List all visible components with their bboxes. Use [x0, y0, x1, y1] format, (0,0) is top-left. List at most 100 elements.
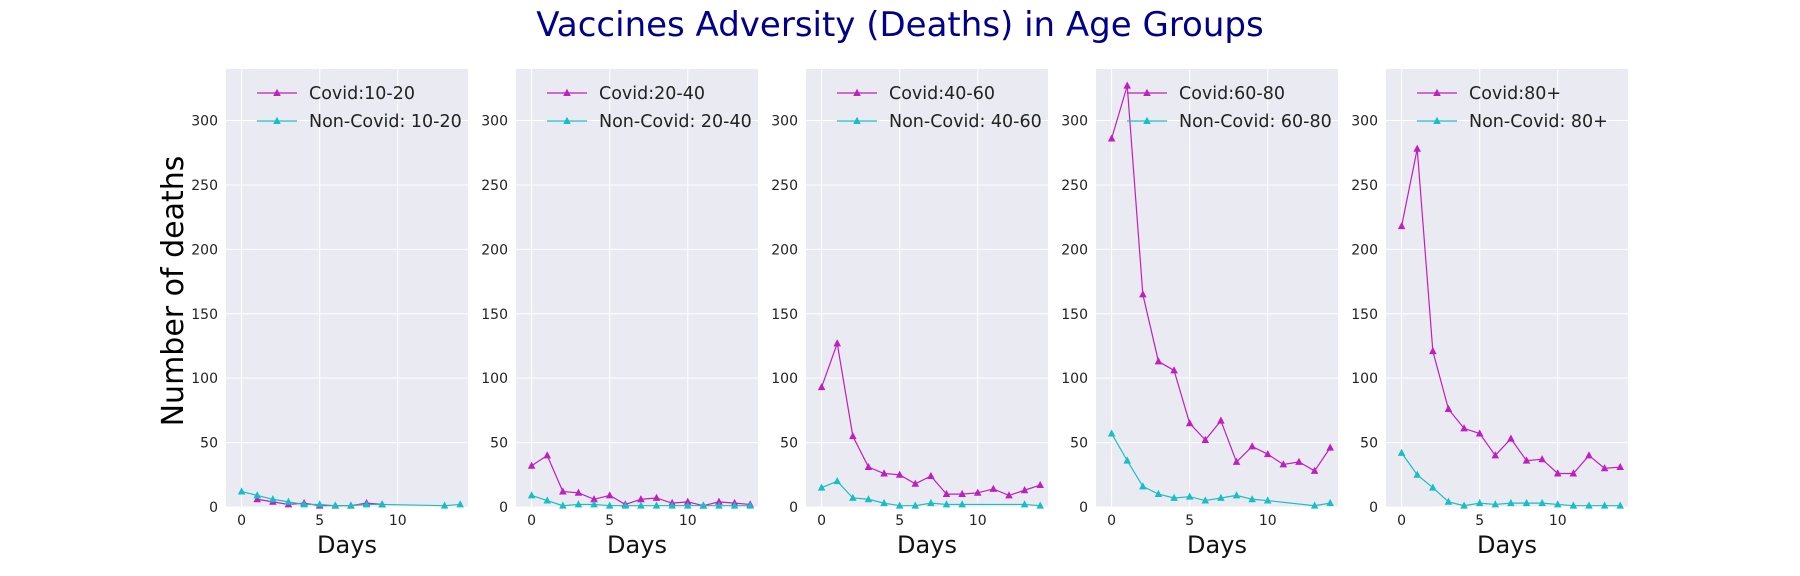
data-point	[942, 500, 951, 508]
data-point	[1217, 493, 1225, 501]
x-tick-label: 10	[679, 513, 697, 529]
data-point	[1553, 500, 1562, 508]
x-tick-label: 0	[817, 513, 826, 529]
data-point	[1310, 501, 1319, 509]
y-tick-label: 0	[1369, 500, 1378, 516]
data-point	[1569, 469, 1578, 477]
data-point	[668, 501, 676, 509]
data-point	[849, 431, 857, 440]
data-point	[1616, 462, 1624, 471]
data-point	[1248, 442, 1256, 450]
x-tick-label: 5	[1185, 513, 1194, 529]
y-tick-label: 50	[1360, 436, 1378, 452]
data-point	[605, 501, 614, 509]
y-tick-label: 100	[1061, 371, 1088, 387]
legend-label: Covid:80+	[1469, 84, 1561, 104]
subplot: 0 50 100 150 200 250 300 0 5 10 Days Covid:40-60 Non…	[771, 69, 1048, 559]
data-point	[1232, 491, 1241, 499]
data-point	[880, 498, 888, 507]
x-axis-label: Days	[317, 531, 377, 559]
data-point	[1170, 493, 1178, 501]
y-tick-label: 50	[780, 436, 798, 452]
y-tick-label: 250	[771, 178, 798, 194]
y-tick-label: 250	[1351, 178, 1378, 194]
data-point	[1600, 501, 1609, 509]
x-tick-label: 5	[315, 513, 324, 529]
data-point	[895, 470, 904, 478]
legend-marker	[273, 88, 281, 96]
data-point	[237, 487, 246, 495]
series-line	[241, 490, 461, 507]
data-point	[253, 491, 262, 499]
data-point	[911, 479, 920, 487]
y-tick-label: 250	[191, 178, 218, 194]
data-point	[527, 491, 536, 499]
data-point	[1154, 357, 1163, 365]
data-point	[1397, 448, 1406, 456]
data-point	[1123, 81, 1132, 89]
data-point	[1201, 435, 1210, 443]
legend-marker	[1433, 116, 1441, 124]
data-point	[895, 501, 904, 509]
data-point	[637, 495, 645, 503]
data-point	[1139, 290, 1147, 298]
data-point	[1201, 496, 1210, 504]
data-point	[833, 477, 842, 485]
y-tick-label: 0	[499, 500, 508, 516]
y-tick-label: 0	[209, 500, 218, 516]
legend-marker	[853, 88, 861, 96]
legend-marker	[1143, 88, 1151, 96]
data-point	[347, 501, 355, 509]
data-point	[1569, 501, 1578, 509]
data-point	[1326, 498, 1334, 507]
data-point	[683, 497, 692, 505]
y-tick-label: 200	[481, 242, 508, 258]
data-point	[590, 500, 598, 508]
data-point	[1139, 482, 1147, 490]
y-tick-label: 150	[1351, 307, 1378, 323]
y-tick-label: 0	[789, 500, 798, 516]
legend-label: Non-Covid: 10-20	[309, 112, 462, 132]
data-point	[378, 500, 386, 508]
y-tick-label: 250	[481, 178, 508, 194]
data-point	[1036, 480, 1044, 489]
x-tick-label: 0	[1107, 513, 1116, 529]
data-point	[927, 498, 935, 507]
data-point	[1413, 144, 1422, 152]
data-point	[652, 493, 661, 501]
data-point	[574, 500, 583, 508]
data-point	[1413, 470, 1422, 478]
data-point	[942, 489, 951, 498]
x-tick-label: 10	[1259, 513, 1277, 529]
data-point	[1107, 429, 1116, 437]
data-point	[1475, 429, 1484, 437]
data-point	[1522, 456, 1531, 464]
data-point	[1460, 424, 1468, 432]
data-point	[1170, 366, 1178, 374]
x-axis-label: Days	[1187, 531, 1247, 559]
data-point	[652, 501, 661, 509]
data-point	[559, 501, 567, 509]
legend-marker	[563, 88, 571, 96]
subplot: 0 50 100 150 200 250 300 0 5 10 Days Covid:80+ Non-C…	[1351, 69, 1628, 559]
data-point	[1154, 489, 1163, 498]
legend-marker	[853, 116, 861, 124]
data-point	[817, 483, 826, 491]
data-point	[715, 497, 723, 505]
x-tick-label: 10	[969, 513, 987, 529]
data-point	[1585, 501, 1593, 509]
y-tick-label: 0	[1079, 500, 1088, 516]
x-tick-label: 0	[237, 513, 246, 529]
data-point	[1475, 498, 1484, 507]
x-axis-label: Days	[897, 531, 957, 559]
data-point	[1429, 483, 1437, 491]
y-tick-label: 50	[490, 436, 508, 452]
plot-area	[226, 69, 468, 507]
data-point	[1429, 346, 1437, 355]
data-point	[590, 495, 598, 503]
y-tick-label: 300	[771, 114, 798, 130]
data-point	[730, 501, 739, 509]
data-point	[817, 382, 826, 391]
data-point	[1036, 501, 1044, 509]
data-point	[1310, 466, 1319, 474]
